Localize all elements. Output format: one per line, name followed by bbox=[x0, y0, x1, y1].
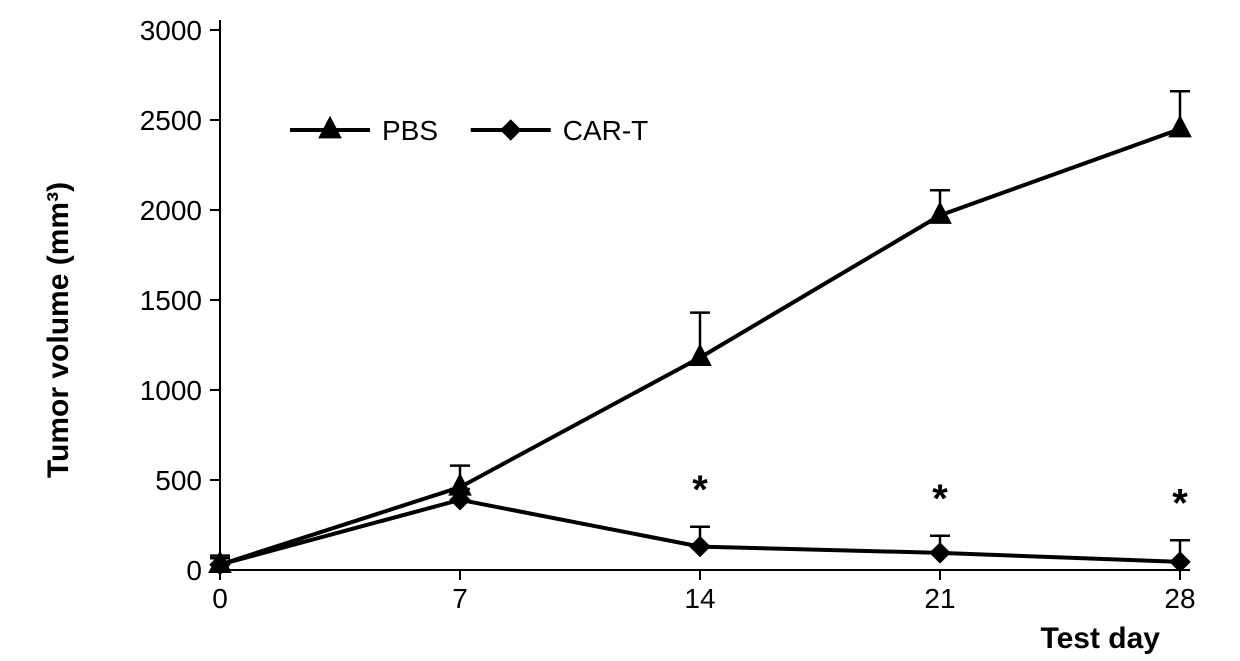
marker-triangle bbox=[1169, 116, 1191, 137]
y-tick-label: 0 bbox=[186, 555, 202, 586]
x-tick-label: 7 bbox=[452, 583, 468, 614]
x-tick-label: 21 bbox=[924, 583, 955, 614]
significance-star: * bbox=[932, 477, 948, 521]
x-tick-label: 0 bbox=[212, 583, 228, 614]
marker-triangle bbox=[319, 117, 341, 138]
marker-diamond bbox=[930, 543, 950, 563]
y-tick-label: 3000 bbox=[140, 15, 202, 46]
significance-star: * bbox=[1172, 481, 1188, 525]
y-tick-label: 2500 bbox=[140, 105, 202, 136]
marker-diamond bbox=[1170, 552, 1190, 572]
y-tick-label: 1500 bbox=[140, 285, 202, 316]
y-tick-label: 1000 bbox=[140, 375, 202, 406]
marker-diamond bbox=[690, 537, 710, 557]
y-tick-label: 500 bbox=[155, 465, 202, 496]
x-tick-label: 28 bbox=[1164, 583, 1195, 614]
x-tick-label: 14 bbox=[684, 583, 715, 614]
chart-container: 0 500 1000 1500 2000 2500 3000 0 7 14 21 28Test day… bbox=[0, 0, 1240, 661]
marker-diamond bbox=[501, 120, 521, 140]
legend-label-CAR-T: CAR-T bbox=[563, 115, 649, 146]
legend-label-PBS: PBS bbox=[382, 115, 438, 146]
y-axis-label: Tumor volume (mm³) bbox=[42, 182, 75, 478]
tumor-volume-chart: 0 500 1000 1500 2000 2500 3000 0 7 14 21 28Test day… bbox=[0, 0, 1240, 661]
significance-star: * bbox=[692, 468, 708, 512]
y-tick-label: 2000 bbox=[140, 195, 202, 226]
x-axis-label: Test day bbox=[1041, 622, 1161, 655]
